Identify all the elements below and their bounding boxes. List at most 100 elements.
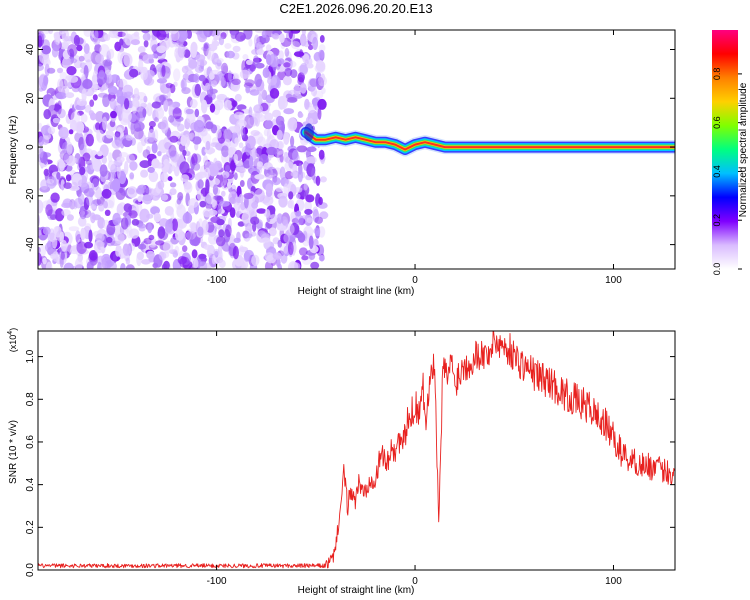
noise-speckle — [102, 94, 110, 108]
noise-speckle — [186, 111, 196, 124]
x-tick-label: 100 — [605, 275, 622, 286]
noise-speckle — [321, 87, 326, 94]
noise-speckle — [206, 47, 215, 61]
noise-speckle — [204, 82, 211, 91]
noise-speckle — [126, 224, 133, 239]
noise-speckle — [151, 158, 160, 169]
noise-speckle — [191, 249, 198, 259]
ridge-onset — [303, 123, 314, 142]
noise-speckle — [238, 245, 245, 256]
noise-speckle — [147, 222, 153, 234]
noise-speckle — [284, 47, 290, 57]
noise-speckle — [277, 141, 283, 149]
noise-speckle — [69, 58, 78, 64]
noise-speckle — [250, 216, 260, 225]
noise-speckle — [95, 186, 102, 200]
noise-speckle — [161, 41, 171, 49]
noise-speckle — [173, 68, 181, 82]
noise-speckle — [108, 48, 115, 60]
noise-speckle — [144, 136, 155, 144]
noise-speckle — [221, 190, 226, 197]
noise-speckle — [202, 208, 214, 218]
noise-speckle — [106, 223, 116, 236]
noise-speckle — [82, 78, 93, 90]
noise-speckle — [109, 98, 117, 110]
noise-speckle — [290, 199, 295, 210]
noise-speckle — [165, 82, 173, 89]
noise-speckle — [182, 212, 193, 224]
noise-speckle — [66, 66, 77, 76]
noise-speckle — [310, 87, 318, 97]
noise-speckle — [228, 191, 238, 205]
noise-speckle — [251, 254, 260, 267]
noise-speckle — [296, 145, 308, 153]
noise-speckle — [67, 44, 78, 57]
noise-speckle — [285, 93, 293, 100]
spectrogram-frame — [37, 29, 676, 270]
noise-speckle — [94, 30, 99, 40]
noise-speckle — [157, 151, 162, 157]
noise-speckle — [82, 152, 91, 162]
colorbar-gradient — [712, 30, 738, 269]
noise-speckle — [76, 98, 87, 107]
noise-speckle — [92, 94, 98, 101]
noise-speckle — [122, 244, 131, 256]
noise-speckle — [282, 75, 292, 86]
noise-speckle — [93, 37, 101, 46]
noise-speckle — [73, 34, 80, 47]
noise-speckle — [191, 30, 198, 34]
noise-speckle — [191, 153, 198, 166]
noise-speckle — [197, 179, 204, 189]
noise-speckle — [81, 88, 87, 102]
snr-frame — [37, 330, 676, 571]
noise-speckle — [193, 119, 205, 133]
noise-speckle — [101, 155, 108, 164]
y-tick-label: 0.4 — [25, 477, 36, 491]
noise-speckle — [49, 214, 58, 221]
noise-speckle — [240, 125, 246, 139]
noise-speckle — [205, 179, 210, 193]
noise-speckle — [133, 87, 140, 98]
noise-speckle — [172, 107, 182, 120]
noise-speckle — [123, 203, 132, 213]
noise-speckle — [96, 129, 101, 142]
noise-speckle — [111, 139, 122, 149]
noise-speckle — [224, 43, 232, 49]
noise-speckle — [38, 35, 43, 48]
noise-speckle — [210, 69, 221, 75]
noise-speckle — [235, 166, 246, 172]
noise-speckle — [47, 104, 58, 118]
noise-speckle — [121, 109, 132, 123]
noise-speckle — [266, 146, 277, 156]
spectrogram-y-label: Frequency (Hz) — [8, 116, 19, 185]
noise-speckle — [239, 180, 245, 187]
noise-speckle — [254, 174, 265, 180]
noise-speckle — [76, 241, 87, 254]
noise-speckle — [194, 108, 200, 118]
noise-speckle — [306, 217, 313, 224]
x-tick-label: 0 — [412, 576, 418, 587]
noise-speckle — [196, 193, 204, 201]
noise-speckle — [313, 90, 324, 99]
noise-speckle — [141, 259, 151, 265]
noise-speckle — [253, 34, 260, 48]
noise-speckle — [147, 54, 154, 60]
noise-speckle — [290, 135, 295, 147]
noise-speckle — [139, 99, 145, 107]
noise-speckle — [139, 160, 151, 169]
noise-speckle — [244, 233, 253, 239]
noise-speckle — [311, 167, 316, 181]
noise-speckle — [185, 230, 196, 240]
noise-speckle — [151, 142, 158, 154]
noise-speckle — [193, 258, 199, 269]
colorbar-tick-label: 0.2 — [712, 214, 722, 227]
noise-speckle — [114, 232, 125, 245]
noise-speckle — [208, 163, 219, 177]
noise-speckle — [169, 182, 177, 188]
noise-speckle — [65, 92, 75, 99]
noise-speckle — [276, 129, 283, 140]
noise-speckle — [255, 114, 266, 122]
colorbar-tick-label: 0.0 — [712, 263, 722, 276]
noise-speckle — [70, 111, 81, 125]
noise-speckle — [254, 188, 265, 203]
